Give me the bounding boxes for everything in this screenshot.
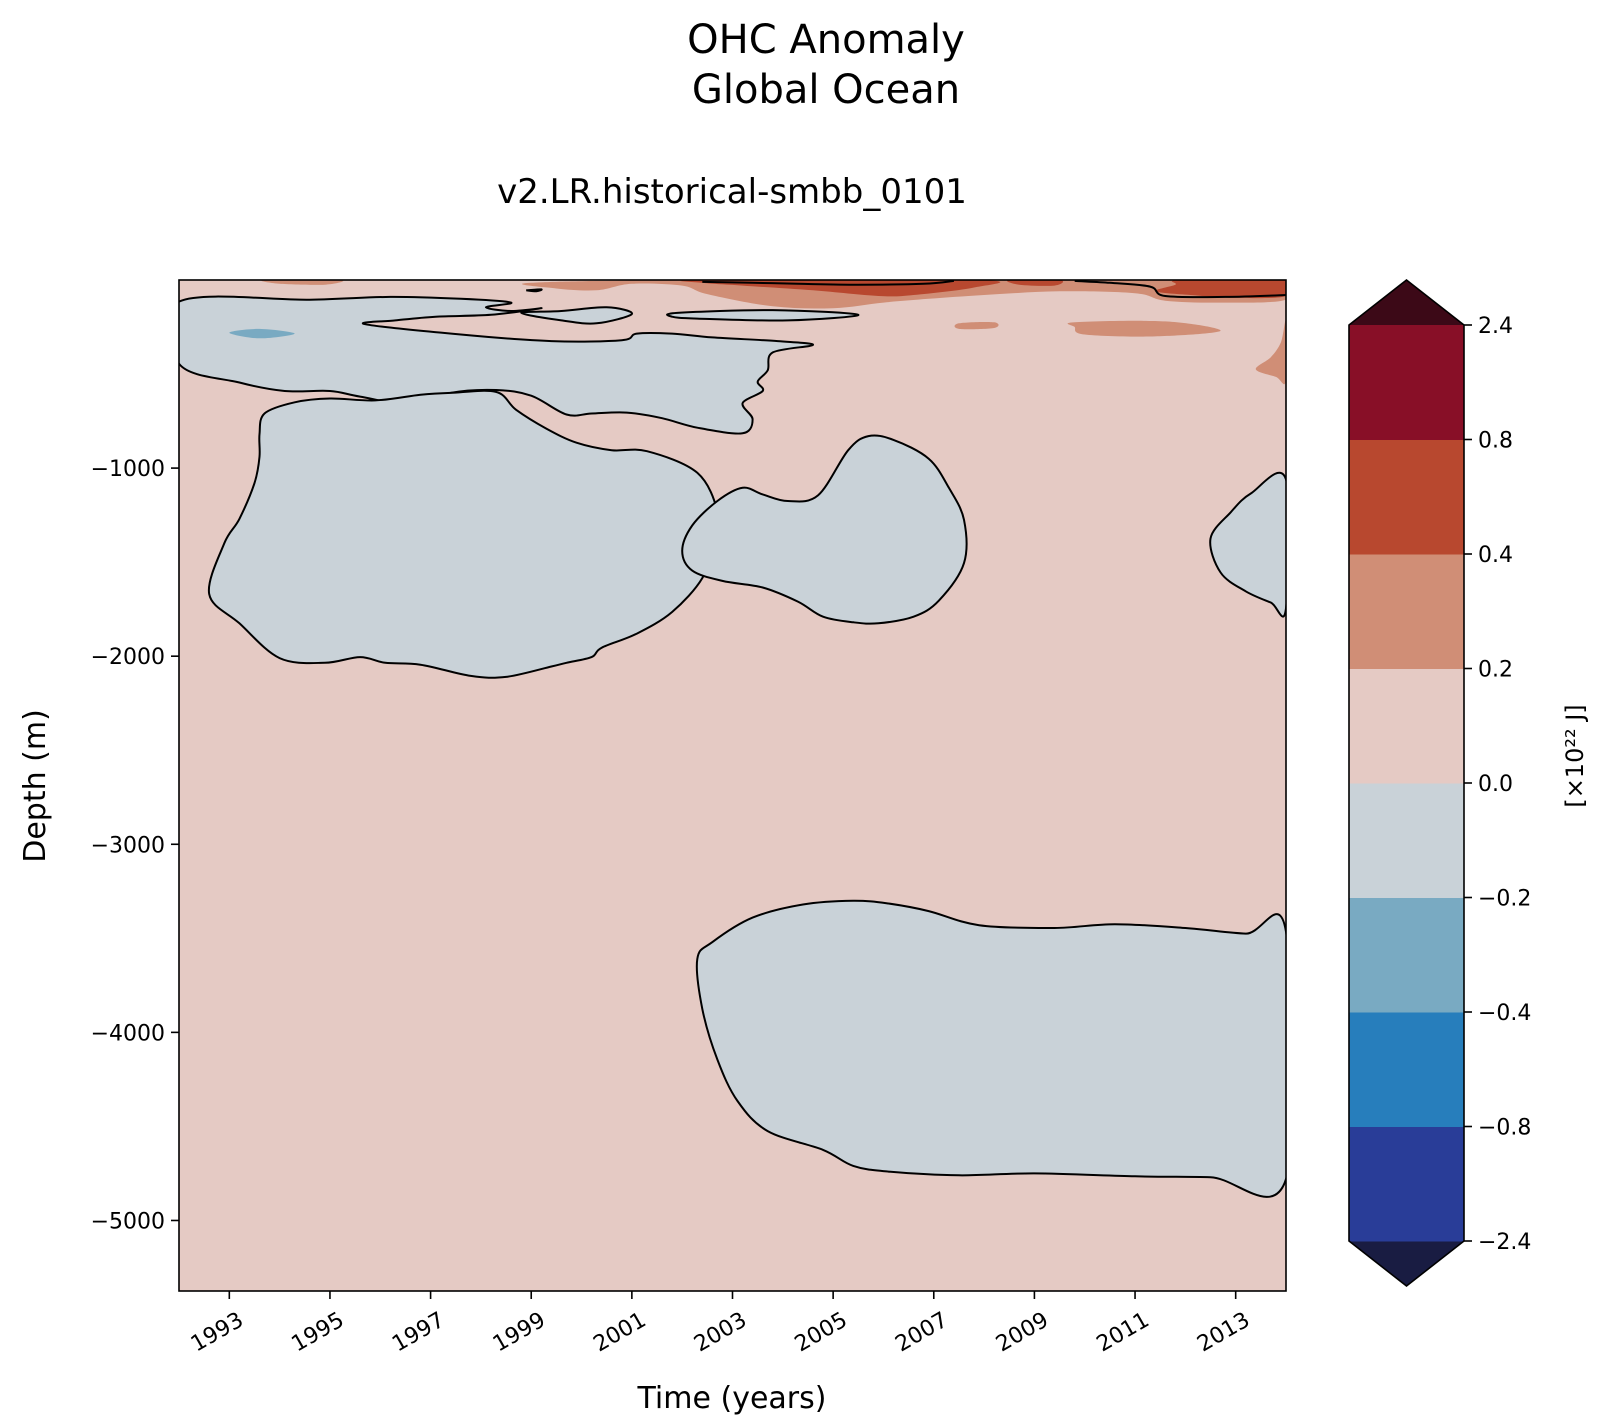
x-tick-label: 2009 xyxy=(992,1308,1053,1358)
colorbar-tick-label: 0.2 xyxy=(1478,658,1513,683)
contour-region xyxy=(1006,280,1064,286)
x-axis-label: Time (years) xyxy=(637,1381,827,1416)
y-tick-label: −4000 xyxy=(91,1021,165,1046)
contour-region xyxy=(207,389,720,679)
x-tick-label: 1993 xyxy=(187,1308,248,1358)
y-tick-label: −3000 xyxy=(91,833,165,858)
colorbar-extend-max xyxy=(1349,280,1464,325)
run-label: v2.LR.historical-smbb_0101 xyxy=(497,172,967,212)
colorbar-band xyxy=(1349,783,1464,898)
plot-area xyxy=(178,279,1287,1292)
x-tick-label: 2005 xyxy=(791,1308,852,1358)
contour-region xyxy=(261,280,344,285)
y-axis-label: Depth (m) xyxy=(18,709,53,863)
colorbar-tick-label: −0.4 xyxy=(1478,1001,1531,1026)
colorbar-tick-label: 0.8 xyxy=(1478,429,1513,454)
y-tick-label: −1000 xyxy=(91,457,165,482)
colorbar-tick-label: 0.0 xyxy=(1478,772,1513,797)
x-tick-label: 2003 xyxy=(690,1308,751,1358)
colorbar-band xyxy=(1349,325,1464,440)
colorbar-tick-label: 2.4 xyxy=(1478,314,1513,339)
colorbar-band xyxy=(1349,554,1464,669)
chart-title: OHC Anomaly xyxy=(687,17,965,63)
x-tick-label: 1999 xyxy=(489,1308,550,1358)
colorbar-band xyxy=(1349,668,1464,784)
colorbar-extend-min xyxy=(1349,1241,1464,1286)
x-tick-label: 2001 xyxy=(589,1308,650,1358)
x-tick-label: 1997 xyxy=(388,1308,449,1358)
contour-line xyxy=(702,280,954,286)
x-tick-label: 2013 xyxy=(1193,1308,1254,1358)
contour-region xyxy=(229,328,295,339)
colorbar-band xyxy=(1349,1126,1464,1242)
contour-region xyxy=(666,309,860,322)
colorbar-band xyxy=(1349,439,1464,555)
y-axis: −1000 −2000 −3000 −4000 −5000 xyxy=(91,457,179,1234)
y-tick-label: −2000 xyxy=(91,645,165,670)
colorbar-tick-label: −0.2 xyxy=(1478,887,1531,912)
contour-region xyxy=(520,306,633,325)
colorbar-tick-label: 0.4 xyxy=(1478,543,1513,568)
contour-line xyxy=(526,288,543,293)
chart-subtitle: Global Ocean xyxy=(692,67,960,113)
x-tick-label: 1995 xyxy=(288,1308,349,1358)
contour-region xyxy=(1155,280,1286,299)
colorbar-tick-label: −2.4 xyxy=(1478,1230,1531,1255)
x-tick-label: 2011 xyxy=(1093,1308,1154,1358)
contour-region xyxy=(681,434,968,625)
contour-region xyxy=(1067,320,1221,337)
colorbar: 2.4 0.8 0.4 0.2 0.0 −0.2 −0.4 −0.8 −2.4 xyxy=(1348,278,1531,1288)
contour-region xyxy=(695,899,1286,1198)
contour-region xyxy=(954,321,999,330)
contour-region xyxy=(1255,320,1286,385)
colorbar-band xyxy=(1349,1012,1464,1127)
contour-line xyxy=(1074,280,1286,299)
colorbar-band xyxy=(1349,897,1464,1013)
colorbar-label: [×10²² J] xyxy=(1561,704,1589,807)
x-tick-label: 2007 xyxy=(891,1308,952,1358)
x-axis: 1993 1995 1997 1999 2001 2003 2005 2007 2009 2011… xyxy=(187,1291,1254,1357)
y-tick-label: −5000 xyxy=(91,1209,165,1234)
colorbar-tick-label: −0.8 xyxy=(1478,1116,1531,1141)
